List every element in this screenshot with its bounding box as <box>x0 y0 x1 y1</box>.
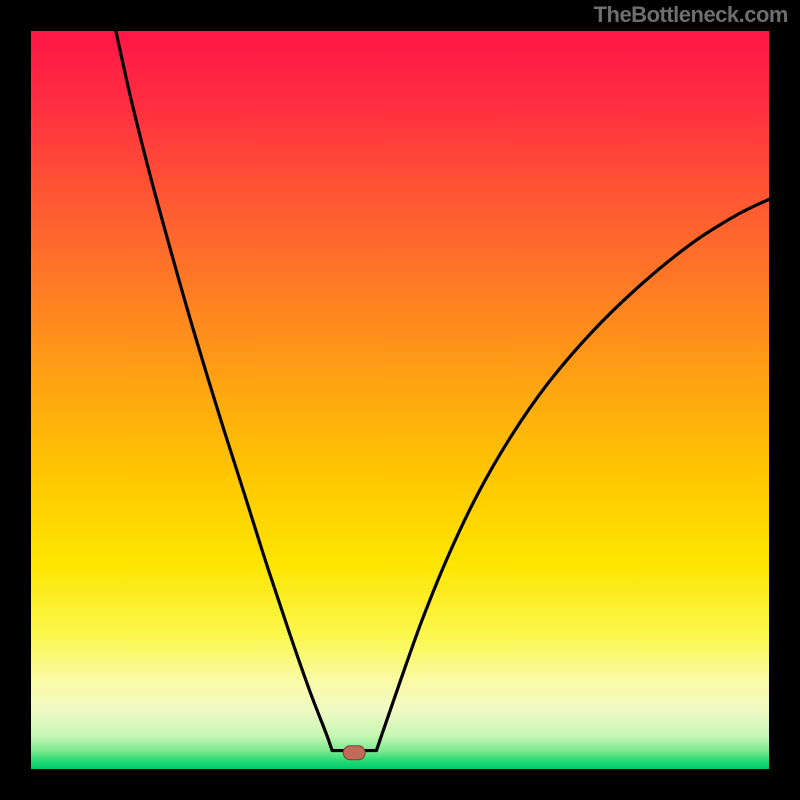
chart-canvas: TheBottleneck.com <box>0 0 800 800</box>
watermark-text: TheBottleneck.com <box>594 2 788 28</box>
bottleneck-plot <box>0 0 800 800</box>
optimum-marker <box>343 746 365 760</box>
